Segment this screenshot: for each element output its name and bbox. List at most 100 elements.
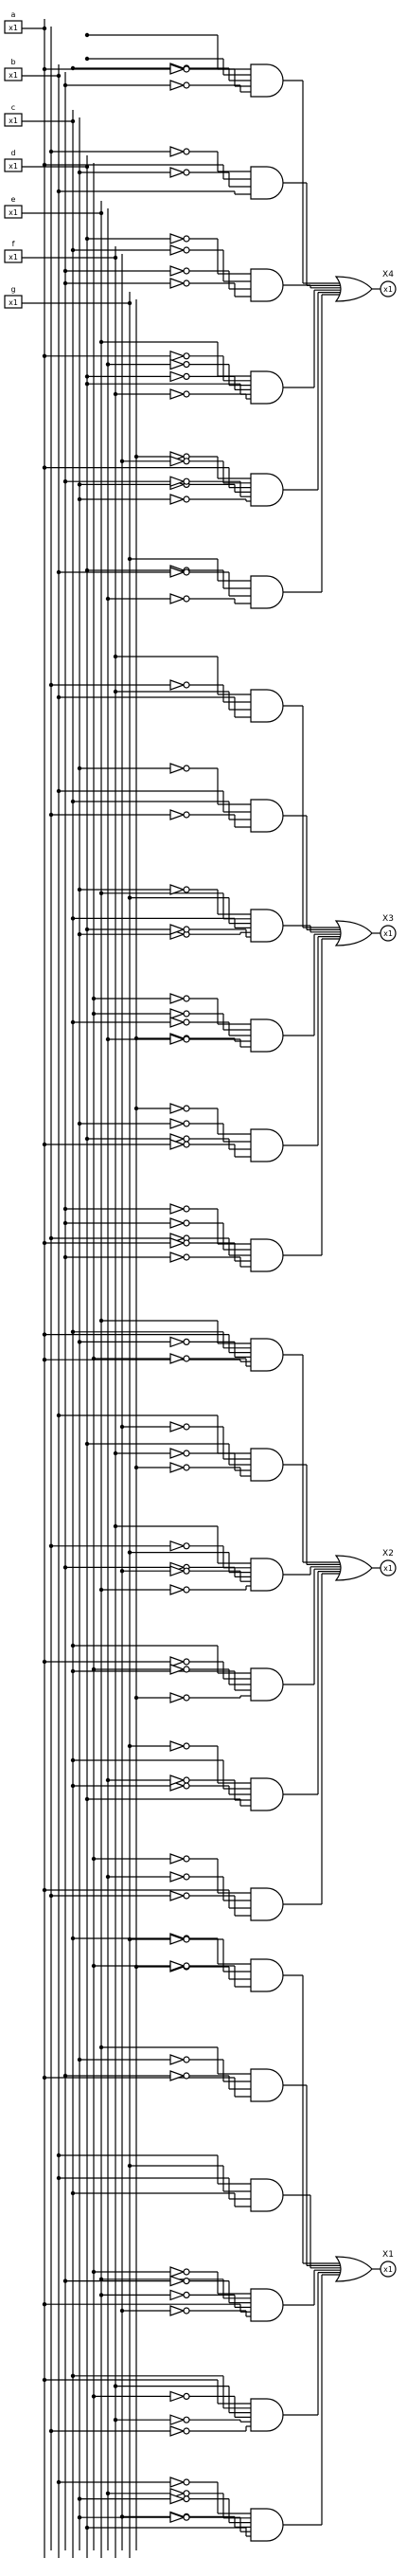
not-gate: [169, 1462, 186, 1473]
junction-dot: [70, 1668, 76, 1674]
junction-dot: [77, 496, 82, 502]
not-gate: [169, 1774, 186, 1786]
junction-dot: [48, 1543, 54, 1549]
not-gate: [169, 1656, 186, 1667]
not-bubble: [183, 1450, 190, 1457]
not-bubble: [183, 1239, 190, 1247]
not-bubble: [183, 1873, 190, 1881]
output-port-X3: [380, 925, 397, 942]
not-gate: [169, 1740, 186, 1752]
and-gate: [250, 1667, 284, 1702]
and-gate: [250, 909, 284, 943]
not-gate: [169, 278, 186, 289]
and-gate: [250, 63, 284, 98]
not-gate: [169, 1934, 186, 1945]
junction-dot: [119, 1569, 125, 1574]
junction-dot: [42, 353, 47, 358]
junction-dot: [62, 82, 68, 88]
junction-dot: [62, 1206, 68, 1212]
junction-dot: [48, 1893, 54, 1899]
not-gate: [169, 80, 186, 91]
junction-dot: [42, 162, 47, 168]
junction-dot: [42, 1142, 47, 1147]
not-gate: [169, 593, 186, 604]
input-label-d: d: [10, 149, 15, 157]
junction-dot: [127, 1550, 133, 1555]
junction-dot: [119, 459, 125, 463]
output-port-label: x1: [383, 285, 393, 294]
io-ports: a x1 b x1 c x1 d x1 e x1 f x1 g x1 x1 X4 x1 X3 x1 X2 x1 X1: [4, 10, 397, 2278]
not-bubble: [183, 765, 190, 772]
junction-dot: [105, 596, 111, 602]
output-port-X2: [380, 1559, 397, 1576]
and-gate: [250, 1338, 284, 1372]
junction-dot: [70, 247, 76, 253]
junction-dot: [91, 2394, 97, 2399]
not-gate: [169, 2070, 186, 2081]
junction-dot: [62, 1220, 68, 1226]
junction-dot: [127, 895, 133, 900]
junction-dot: [84, 32, 90, 38]
not-bubble: [183, 458, 190, 465]
not-gate: [169, 476, 186, 488]
not-bubble: [183, 1135, 190, 1143]
not-gate: [169, 1203, 186, 1215]
output-port-label: x1: [383, 1564, 393, 1573]
not-bubble: [183, 1586, 190, 1594]
input-port-a: x1: [9, 24, 18, 32]
not-gate: [169, 370, 186, 383]
junction-dot: [77, 1121, 82, 1126]
junction-dot: [42, 2377, 47, 2383]
not-bubble: [183, 1018, 190, 1026]
output-port-label: x1: [383, 929, 393, 938]
not-gate: [169, 567, 186, 578]
not-bubble: [183, 2278, 190, 2285]
not-gate: [169, 2275, 186, 2287]
junction-dot: [127, 556, 133, 562]
junction-dot: [84, 567, 90, 573]
junction-dot: [119, 2514, 125, 2519]
not-gate: [169, 146, 186, 157]
not-bubble: [183, 2291, 190, 2298]
junction-dot: [113, 2418, 118, 2423]
not-bubble: [183, 1464, 190, 1471]
and-gate: [250, 2508, 284, 2542]
input-box-f: [4, 249, 23, 263]
junction-dot: [56, 694, 62, 700]
junction-dot: [91, 1856, 97, 1862]
not-bubble: [183, 81, 190, 89]
and-gate: [250, 1958, 284, 1992]
not-bubble: [183, 235, 190, 243]
junction-dot: [113, 2384, 118, 2388]
not-gate: [169, 63, 186, 75]
not-gate: [169, 350, 186, 362]
and-gate: [250, 2178, 284, 2212]
junction-dot: [84, 2525, 90, 2531]
junction-dot: [42, 1887, 47, 1893]
or-gate: [334, 920, 373, 946]
not-bubble: [183, 1253, 190, 1261]
input-port-d: x1: [9, 162, 18, 171]
not-bubble: [183, 1542, 190, 1550]
junction-dot: [105, 1874, 111, 1880]
junction-dot: [91, 996, 97, 1001]
junction-dot: [113, 654, 118, 659]
junction-dot: [70, 1329, 76, 1335]
not-gate: [169, 455, 186, 467]
not-bubble: [183, 1355, 190, 1362]
not-gate: [169, 388, 186, 400]
not-gate: [169, 1008, 186, 1019]
not-bubble: [183, 595, 190, 603]
junction-dot: [84, 1796, 90, 1802]
output-port-label: x1: [383, 2265, 393, 2274]
junction-dot: [113, 255, 118, 261]
not-bubble: [183, 2392, 190, 2400]
not-bubble: [183, 390, 190, 398]
and-gate: [250, 1238, 284, 1272]
junction-dot: [77, 482, 82, 487]
output-label-X1: X1: [382, 2250, 394, 2260]
not-bubble: [183, 995, 190, 1002]
not-bubble: [183, 477, 190, 485]
junction-dot: [119, 1424, 125, 1430]
not-bubble: [183, 1219, 190, 1227]
